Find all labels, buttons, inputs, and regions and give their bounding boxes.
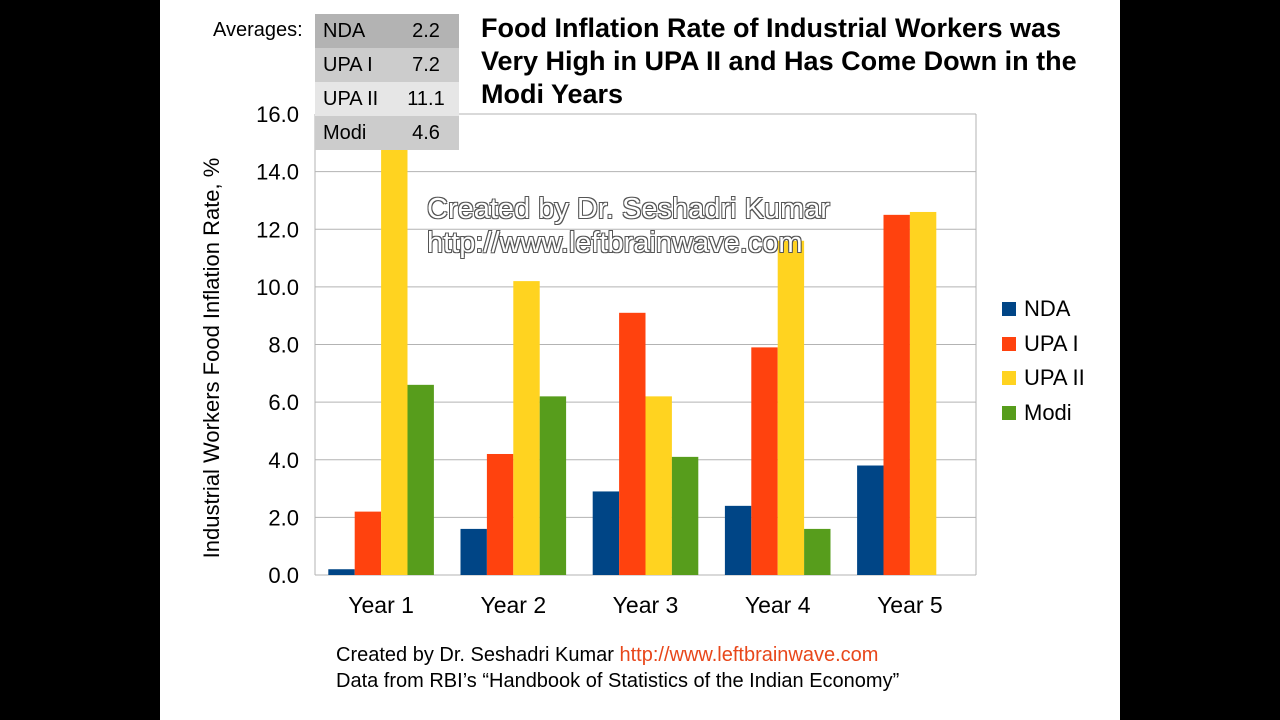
footer-link[interactable]: http://www.leftbrainwave.com xyxy=(619,644,879,666)
y-tick-label: 12.0 xyxy=(256,217,299,242)
footer-line: Created by Dr. Seshadri Kumar http://www… xyxy=(336,642,899,668)
legend-swatch xyxy=(1002,336,1016,351)
x-tick-label: Year 1 xyxy=(348,592,414,618)
legend-item: NDA xyxy=(1002,292,1085,327)
averages-name: UPA II xyxy=(315,82,393,116)
averages-name: UPA I xyxy=(315,48,393,82)
y-axis-label: Industrial Workers Food Inflation Rate, … xyxy=(199,158,224,559)
bar xyxy=(883,214,910,575)
bar xyxy=(724,505,752,575)
footer-source: Data from RBI’s “Handbook of Statistics … xyxy=(336,670,900,692)
y-tick-label: 8.0 xyxy=(268,333,299,358)
bar xyxy=(751,347,778,575)
x-tick-label: Year 3 xyxy=(613,592,679,618)
bar xyxy=(619,312,646,575)
chart-title: Food Inflation Rate of Industrial Worker… xyxy=(481,13,1077,109)
bars xyxy=(328,142,937,575)
bar xyxy=(354,511,382,575)
bar xyxy=(381,142,408,575)
legend-swatch xyxy=(1002,405,1016,420)
legend-label: Modi xyxy=(1024,399,1072,425)
footer-credits: Created by Dr. Seshadri Kumar http://www… xyxy=(336,642,899,694)
averages-row: NDA 2.2 xyxy=(315,14,459,48)
bar xyxy=(804,528,831,575)
averages-value: 2.2 xyxy=(393,14,459,48)
bar xyxy=(486,453,514,575)
averages-row: UPA I 7.2 xyxy=(315,48,459,82)
watermark-line: http://www.leftbrainwave.com xyxy=(427,227,803,259)
y-tick-label: 6.0 xyxy=(268,390,299,415)
legend-label: UPA I xyxy=(1024,330,1079,356)
bar xyxy=(328,569,355,575)
legend-label: NDA xyxy=(1024,296,1071,322)
averages-label: Averages: xyxy=(213,19,303,41)
bar xyxy=(645,396,672,575)
bar xyxy=(857,465,884,575)
bar xyxy=(460,528,487,575)
averages-name: Modi xyxy=(315,116,393,150)
averages-row: UPA II 11.1 xyxy=(315,82,459,116)
bar xyxy=(407,384,434,575)
x-tick-labels: Year 1 Year 2 Year 3 Year 4 Year 5 xyxy=(348,592,942,618)
legend-swatch xyxy=(1002,302,1016,317)
bar xyxy=(539,396,567,575)
y-tick-label: 2.0 xyxy=(268,505,299,530)
x-tick-label: Year 4 xyxy=(745,592,811,618)
y-tick-label: 16.0 xyxy=(256,102,299,127)
chart-slide: 0.0 2.0 4.0 6.0 8.0 10.0 12.0 14.0 16.0 Year 1 Ye… xyxy=(160,0,1120,720)
averages-value: 11.1 xyxy=(393,82,459,116)
legend-item: UPA II xyxy=(1002,361,1085,396)
watermark: Created by Dr. Seshadri Kumar http://www… xyxy=(427,192,830,260)
x-tick-label: Year 2 xyxy=(480,592,546,618)
x-tick-label: Year 5 xyxy=(877,592,943,618)
bar xyxy=(777,240,805,575)
averages-row: Modi 4.6 xyxy=(315,116,459,150)
bar xyxy=(513,281,540,575)
legend-label: UPA II xyxy=(1024,365,1085,391)
averages-value: 7.2 xyxy=(393,48,459,82)
averages-value: 4.6 xyxy=(393,116,459,150)
legend-item: UPA I xyxy=(1002,327,1085,362)
y-tick-label: 14.0 xyxy=(256,160,299,185)
y-tick-label: 4.0 xyxy=(268,448,299,473)
watermark-line: Created by Dr. Seshadri Kumar xyxy=(427,193,830,225)
y-tick-labels: 0.0 2.0 4.0 6.0 8.0 10.0 12.0 14.0 16.0 xyxy=(256,102,299,588)
averages-name: NDA xyxy=(315,14,393,48)
legend: NDA UPA I UPA II Modi xyxy=(1002,292,1085,430)
y-tick-label: 10.0 xyxy=(256,275,299,300)
axes xyxy=(314,114,977,575)
footer-credit-text: Created by Dr. Seshadri Kumar xyxy=(336,644,620,666)
legend-swatch xyxy=(1002,371,1016,386)
bar xyxy=(592,491,620,575)
y-tick-label: 0.0 xyxy=(268,563,299,588)
bar xyxy=(671,456,699,575)
legend-item: Modi xyxy=(1002,396,1085,431)
bar-chart: 0.02.04.06.08.010.012.014.016.0 Year 1 Ye… xyxy=(199,102,977,618)
averages-table: NDA 2.2 UPA I 7.2 UPA II 11.1 Modi 4.6 xyxy=(315,14,459,150)
bar xyxy=(909,211,937,575)
